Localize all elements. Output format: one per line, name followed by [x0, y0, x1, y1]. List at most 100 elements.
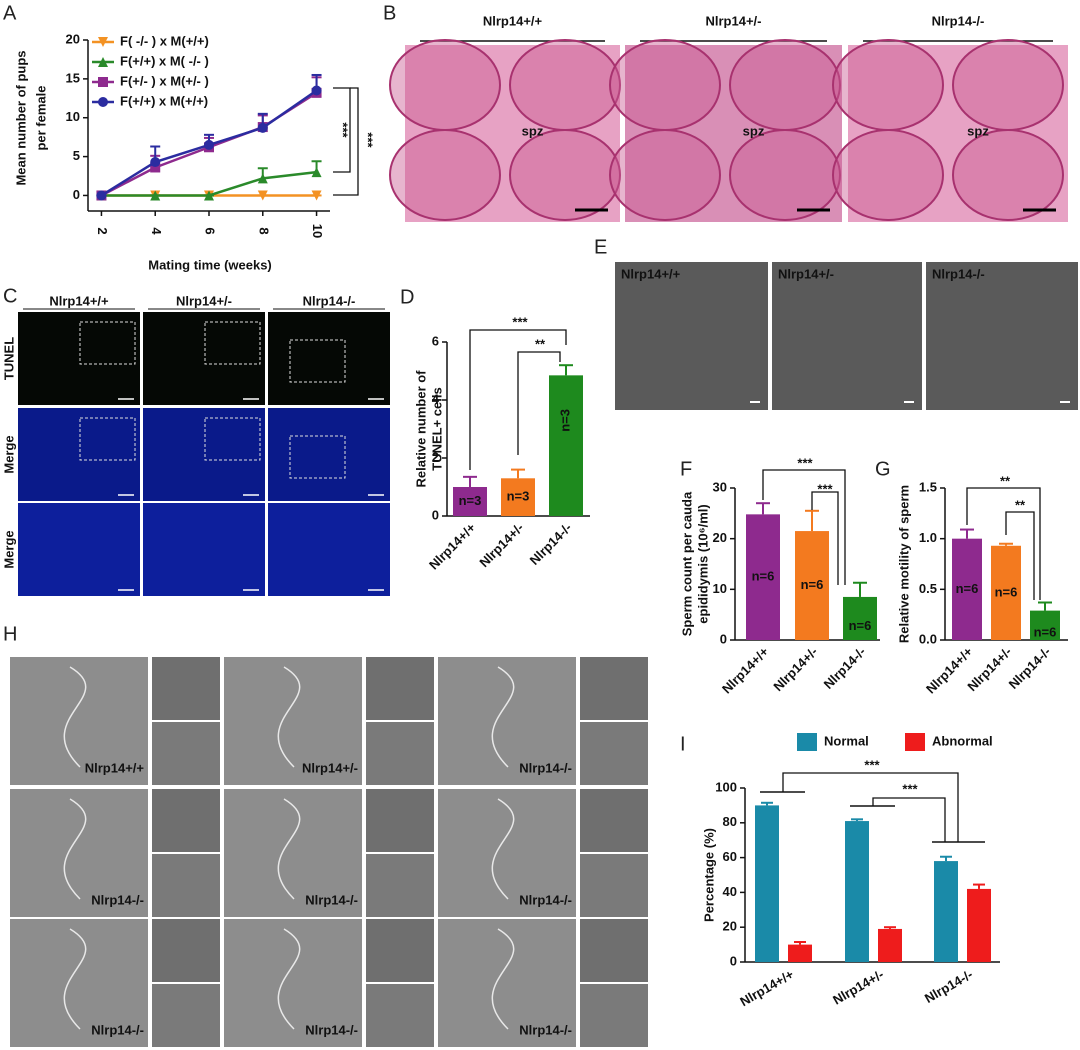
- point: [150, 162, 161, 173]
- sem-inset: [366, 984, 434, 1047]
- y-tick-label: 15: [66, 70, 80, 85]
- y-tick-label: 0.5: [919, 581, 937, 596]
- y-tick-label: 1.0: [919, 530, 937, 545]
- y-axis-label: Sperm count per cauda: [679, 491, 694, 636]
- sperm-outline: [491, 928, 515, 1030]
- sem-inset: [580, 984, 648, 1047]
- bar: [952, 538, 982, 640]
- y-axis-label: Relative motility of sperm: [896, 485, 911, 643]
- fluorescence-image: [268, 312, 390, 405]
- sperm-outline: [277, 666, 301, 768]
- significance-bracket: [811, 491, 839, 585]
- y-tick-label: 2: [432, 449, 439, 464]
- panel-label: E: [594, 236, 607, 258]
- sem-image: [10, 789, 148, 917]
- point: [311, 190, 322, 201]
- point: [311, 85, 322, 96]
- zoom-box: [289, 339, 346, 383]
- x-tick-label: 4: [149, 227, 164, 235]
- sem-inset: [152, 722, 220, 785]
- column-label: Nlrp14-/-: [932, 13, 985, 28]
- significance-bracket: [517, 351, 561, 455]
- x-tick-label: Nlrp14-/-: [922, 967, 975, 1006]
- fluorescence-image: [268, 503, 390, 596]
- zoom-box: [204, 417, 261, 461]
- legend-label: F(+/+) x M(+/+): [120, 93, 208, 108]
- sem-inset: [580, 722, 648, 785]
- x-tick-label: 10: [310, 224, 325, 238]
- bar-label: n=6: [849, 618, 872, 633]
- bar: [746, 514, 780, 640]
- sperm-outline: [63, 928, 87, 1030]
- y-tick-label: 100: [715, 779, 737, 794]
- column-label: Nlrp14+/+: [483, 13, 543, 28]
- y-tick-label: 0.0: [919, 631, 937, 646]
- y-tick-label: 0: [720, 631, 727, 646]
- point: [257, 190, 268, 201]
- legend-label: F(+/- ) x M(+/- ): [120, 73, 209, 88]
- sperm-outline: [277, 798, 301, 900]
- sem-image: [224, 919, 362, 1047]
- x-tick-label: 8: [256, 227, 271, 234]
- bar-label: n=6: [1034, 625, 1057, 640]
- y-tick-label: 20: [713, 530, 727, 545]
- bar: [453, 487, 487, 516]
- point: [204, 190, 214, 201]
- tubule: [509, 39, 621, 131]
- bar-label: n=3: [459, 493, 482, 508]
- bar-label: n=6: [752, 569, 775, 584]
- y-axis-label: epididymis (10⁶/ml): [695, 504, 710, 623]
- fluorescence-image: [18, 312, 140, 405]
- y-tick-label: 30: [713, 479, 727, 494]
- significance-label: **: [535, 336, 546, 351]
- legend-marker: [98, 97, 108, 107]
- image-label: Nlrp14-/-: [519, 1022, 572, 1037]
- x-tick-label: Nlrp14+/+: [426, 520, 479, 573]
- panel-label: C: [3, 285, 17, 307]
- y-tick-label: 20: [723, 919, 737, 934]
- tubule: [389, 129, 501, 221]
- x-tick-label: 2: [95, 227, 110, 234]
- sem-inset: [366, 789, 434, 852]
- sperm-outline: [63, 798, 87, 900]
- zoom-box: [79, 321, 136, 365]
- legend-swatch: [797, 733, 817, 751]
- bar: [501, 478, 535, 516]
- panel-label: F: [680, 458, 692, 480]
- sperm-outline: [277, 928, 301, 1030]
- significance-label: ***: [797, 455, 813, 470]
- tubule: [509, 129, 621, 221]
- fluorescence-image: [143, 312, 265, 405]
- tubule: [832, 39, 944, 131]
- column-label: Nlrp14+/-: [176, 293, 232, 308]
- x-tick-label: Nlrp14+/-: [830, 967, 886, 1008]
- y-axis-label: Percentage (%): [701, 828, 716, 922]
- y-tick-label: 0: [730, 953, 737, 968]
- legend-marker: [98, 57, 108, 67]
- sem-image: [224, 657, 362, 785]
- column-label: Nlrp14+/-: [706, 13, 762, 28]
- x-tick-label: Nlrp14-/-: [527, 520, 575, 568]
- sperm-track-image: [615, 262, 768, 410]
- sem-image: [224, 789, 362, 917]
- x-tick-label: Nlrp14-/-: [1006, 644, 1054, 692]
- bar-label: n=3: [507, 489, 530, 504]
- bar: [878, 928, 902, 962]
- y-tick-label: 40: [723, 884, 737, 899]
- sem-inset: [152, 657, 220, 720]
- legend-label: Abnormal: [932, 733, 993, 748]
- sperm-outline: [491, 666, 515, 768]
- tubule: [952, 129, 1064, 221]
- panel-label: A: [3, 2, 17, 24]
- panel-label: I: [680, 733, 686, 755]
- significance-bracket: [966, 487, 1041, 600]
- significance-bracket: [333, 87, 359, 196]
- significance-bracket: [872, 797, 946, 842]
- significance-bracket: [333, 87, 351, 173]
- sem-inset: [366, 657, 434, 720]
- image-label: Nlrp14-/-: [91, 892, 144, 907]
- panel-label: G: [875, 458, 891, 480]
- sem-inset: [580, 919, 648, 982]
- legend-label: F(+/+) x M( -/- ): [120, 53, 209, 68]
